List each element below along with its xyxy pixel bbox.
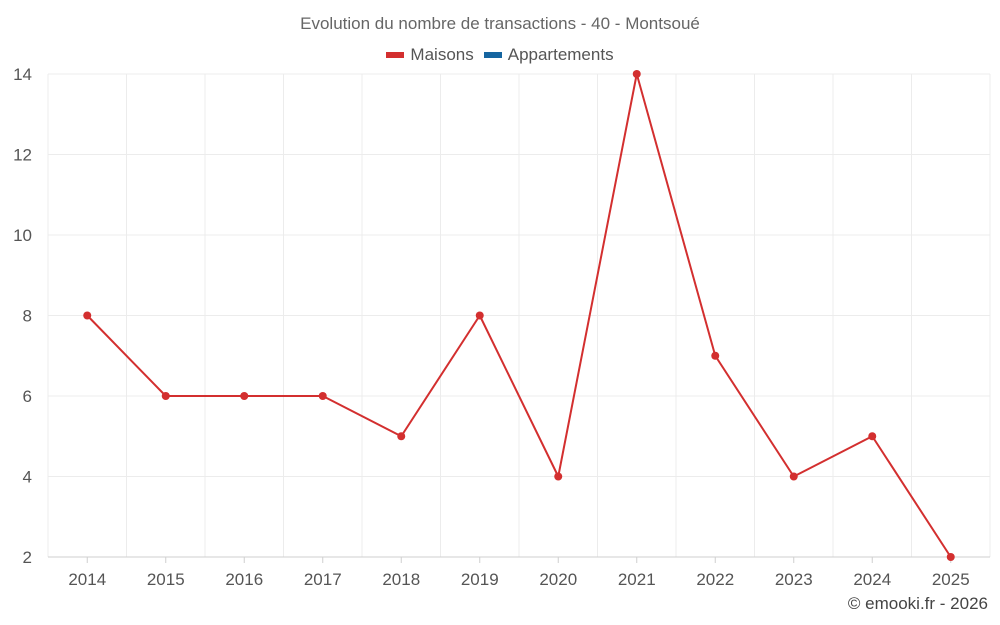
data-point (318, 392, 327, 400)
x-tick-label: 2020 (539, 570, 577, 589)
y-tick-label: 14 (13, 65, 32, 84)
x-tick-label: 2015 (147, 570, 185, 589)
y-tick-label: 10 (13, 226, 32, 245)
data-point (554, 472, 563, 481)
legend-item-appartements[interactable]: Appartements (483, 45, 614, 65)
x-tick-label: 2017 (304, 570, 342, 589)
x-tick-label: 2019 (461, 570, 499, 589)
legend: Maisons Appartements (0, 45, 1000, 65)
y-tick-label: 4 (23, 468, 32, 487)
data-point (632, 70, 641, 78)
y-tick-label: 8 (23, 307, 32, 326)
legend-swatch-maisons (386, 52, 405, 58)
data-point (711, 351, 720, 360)
legend-label-maisons: Maisons (410, 45, 474, 64)
data-point (946, 553, 955, 561)
data-point (475, 311, 484, 320)
credit-text: © emooki.fr - 2026 (847, 594, 988, 613)
x-tick-label: 2022 (696, 570, 734, 589)
data-point (240, 392, 249, 400)
data-point (161, 392, 170, 400)
legend-swatch-appartements (483, 52, 502, 58)
x-tick-label: 2018 (382, 570, 420, 589)
series-line-maisons (86, 73, 952, 558)
data-point (868, 432, 877, 441)
y-tick-label: 12 (13, 146, 32, 165)
data-point (789, 472, 798, 481)
data-point (397, 432, 406, 441)
x-tick-label: 2025 (932, 570, 970, 589)
y-tick-label: 6 (23, 387, 32, 406)
legend-item-maisons[interactable]: Maisons (386, 45, 474, 65)
data-point (83, 311, 92, 320)
x-tick-label: 2024 (853, 570, 891, 589)
x-tick-label: 2021 (618, 570, 656, 589)
y-tick-label: 2 (23, 548, 32, 567)
x-tick-label: 2023 (775, 570, 813, 589)
legend-label-appartements: Appartements (507, 45, 614, 64)
x-tick-label: 2014 (68, 570, 106, 589)
chart-title: Evolution du nombre de transactions - 40… (300, 14, 700, 33)
x-tick-label: 2016 (225, 570, 263, 589)
